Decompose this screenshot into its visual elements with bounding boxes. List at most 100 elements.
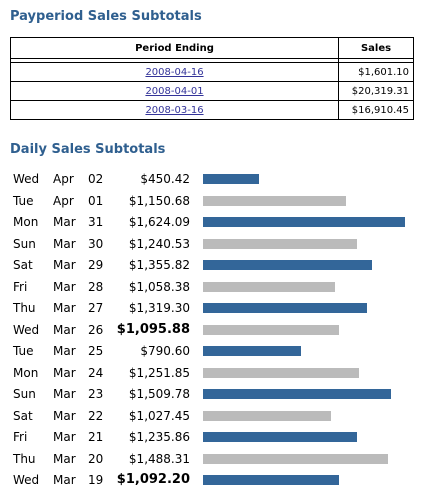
cell: 2008-04-01 — [10, 81, 339, 101]
date: 23 — [88, 387, 104, 401]
column-header: Period Ending — [10, 37, 339, 59]
day: Wed — [13, 473, 40, 487]
amount: $1,150.68 — [128, 193, 190, 208]
amount: $1,092.20 — [116, 472, 190, 487]
bar — [203, 217, 405, 227]
month: Mar — [53, 279, 76, 294]
bar — [203, 260, 372, 270]
day: Sat — [13, 258, 33, 272]
day: Fri — [13, 279, 28, 294]
daily-row: Fri Mar 28 $1,058.38 — [0, 277, 422, 298]
period-link[interactable]: 2008-04-16 — [145, 66, 204, 78]
page: Payperiod Sales Subtotals Period Ending … — [0, 9, 422, 487]
bar — [203, 324, 340, 335]
day: Wed — [13, 322, 40, 337]
amount: $1,058.38 — [128, 279, 190, 294]
day: Tue — [13, 344, 34, 358]
section-title: Daily Sales Subtotals — [10, 142, 166, 157]
date: 20 — [88, 451, 104, 466]
date: 27 — [88, 301, 104, 315]
amount: $1,095.88 — [116, 321, 190, 337]
month: Mar — [53, 215, 76, 229]
daily-row: Sat Mar 22 $1,027.45 — [0, 406, 422, 427]
period-link[interactable]: 2008-04-01 — [145, 85, 204, 97]
date: 28 — [88, 279, 104, 294]
day: Sun — [13, 236, 36, 251]
date: 24 — [88, 365, 104, 380]
day: Mon — [13, 365, 39, 380]
bar — [203, 410, 331, 421]
day: Wed — [13, 172, 40, 186]
date: 25 — [88, 344, 104, 358]
bar — [203, 346, 302, 356]
table-row: 2008-04-16 $1,601.10 — [10, 62, 414, 82]
amount: $1,488.31 — [128, 451, 190, 466]
day: Mon — [13, 215, 39, 229]
month: Mar — [53, 322, 76, 337]
amount: $450.42 — [140, 172, 190, 186]
column-header: Sales — [338, 37, 414, 59]
daily-row: Sun Mar 23 $1,509.78 — [0, 384, 422, 405]
section-title: Payperiod Sales Subtotals — [10, 9, 202, 24]
amount: $1,235.86 — [128, 430, 190, 444]
month: Apr — [53, 172, 74, 186]
date: 26 — [88, 322, 104, 337]
month: Mar — [53, 408, 76, 423]
daily-row: Thu Mar 20 $1,488.31 — [0, 449, 422, 470]
daily-row: Tue Apr 01 $1,150.68 — [0, 191, 422, 212]
daily-row: Sat Mar 29 $1,355.82 — [0, 255, 422, 276]
bar — [203, 432, 357, 442]
day: Sat — [13, 408, 33, 423]
amount: $1,240.53 — [128, 236, 190, 251]
period-link[interactable]: 2008-03-16 — [145, 104, 204, 116]
daily-row: Fri Mar 21 $1,235.86 — [0, 427, 422, 448]
daily-row: Wed Apr 02 $450.42 — [0, 169, 422, 190]
amount: $1,509.78 — [128, 387, 190, 401]
cell: $20,319.31 — [338, 81, 414, 101]
month: Apr — [53, 193, 74, 208]
bar — [203, 281, 335, 292]
bar — [203, 453, 389, 464]
daily-row: Wed Mar 26 $1,095.88 — [0, 320, 422, 341]
payperiod-table: Period Ending Sales 2008-04-16 $1,601.10 2… — [10, 37, 414, 120]
bar — [203, 475, 339, 485]
bar — [203, 367, 359, 378]
bar — [203, 389, 391, 399]
amount: $1,319.30 — [128, 301, 190, 315]
day: Tue — [13, 193, 34, 208]
date: 02 — [88, 172, 104, 186]
cell: 2008-04-16 — [10, 62, 339, 82]
daily-row: Mon Mar 24 $1,251.85 — [0, 363, 422, 384]
date: 01 — [88, 193, 104, 208]
daily-row: Sun Mar 30 $1,240.53 — [0, 234, 422, 255]
amount: $1,355.82 — [128, 258, 190, 272]
day: Thu — [13, 451, 36, 466]
date: 31 — [88, 215, 104, 229]
day: Thu — [13, 301, 36, 315]
daily-row: Wed Mar 19 $1,092.20 — [0, 470, 422, 491]
month: Mar — [53, 344, 76, 358]
daily-row: Thu Mar 27 $1,319.30 — [0, 298, 422, 319]
bar — [203, 303, 368, 313]
bar — [203, 174, 260, 184]
cell: $16,910.45 — [338, 100, 414, 120]
date: 21 — [88, 430, 104, 444]
amount: $1,624.09 — [128, 215, 190, 229]
date: 22 — [88, 408, 104, 423]
bar — [203, 238, 358, 249]
month: Mar — [53, 236, 76, 251]
daily-row: Tue Mar 25 $790.60 — [0, 341, 422, 362]
bar — [203, 195, 347, 206]
month: Mar — [53, 365, 76, 380]
table-row: 2008-03-16 $16,910.45 — [10, 100, 414, 120]
day: Sun — [13, 387, 36, 401]
cell: $1,601.10 — [338, 62, 414, 82]
date: 30 — [88, 236, 104, 251]
date: 19 — [88, 473, 104, 487]
month: Mar — [53, 387, 76, 401]
month: Mar — [53, 451, 76, 466]
date: 29 — [88, 258, 104, 272]
month: Mar — [53, 473, 76, 487]
month: Mar — [53, 258, 76, 272]
table-row: 2008-04-01 $20,319.31 — [10, 81, 414, 101]
